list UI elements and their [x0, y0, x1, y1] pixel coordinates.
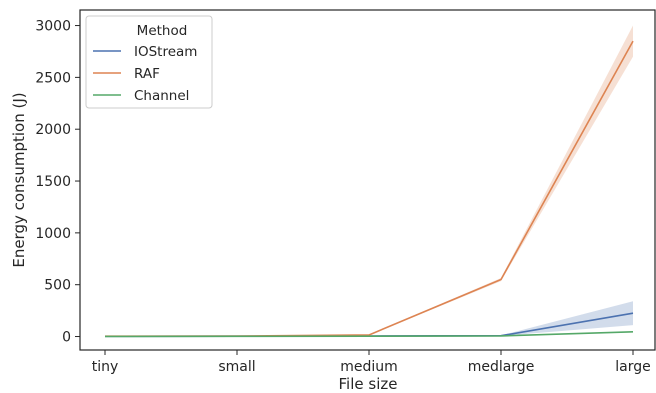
y-tick-label: 3000	[35, 19, 71, 35]
legend-label-iostream: IOStream	[134, 44, 197, 60]
y-tick-label: 2500	[35, 70, 71, 86]
x-tick-label: medlarge	[468, 359, 535, 375]
confidence-band-iostream	[105, 301, 633, 337]
x-tick-label: small	[218, 359, 255, 375]
series-lines	[104, 40, 634, 338]
y-tick-label: 0	[62, 330, 71, 346]
y-axis: 0 500 1000 1500 2000 2500 3000	[35, 19, 80, 346]
x-axis: tiny small medium medlarge large	[92, 350, 651, 375]
plot-area	[79, 9, 656, 351]
legend: Method IOStream RAF Channel	[85, 15, 213, 109]
legend-items: IOStream RAF Channel	[93, 44, 197, 104]
x-tick-label: medium	[340, 359, 398, 375]
x-tick-label: large	[615, 359, 650, 375]
x-tick-label: tiny	[92, 359, 119, 375]
y-tick-label: 2000	[35, 122, 71, 138]
y-tick-label: 1500	[35, 174, 71, 190]
y-tick-label: 1000	[35, 226, 71, 242]
legend-title: Method	[137, 23, 188, 39]
x-axis-label: File size	[339, 375, 398, 393]
y-tick-label: 500	[44, 278, 71, 294]
legend-box	[85, 15, 213, 109]
legend-label-channel: Channel	[134, 88, 189, 104]
series-line-channel	[104, 331, 634, 338]
legend-label-raf: RAF	[134, 66, 160, 82]
y-axis-label: Energy consumption (J)	[10, 92, 28, 267]
